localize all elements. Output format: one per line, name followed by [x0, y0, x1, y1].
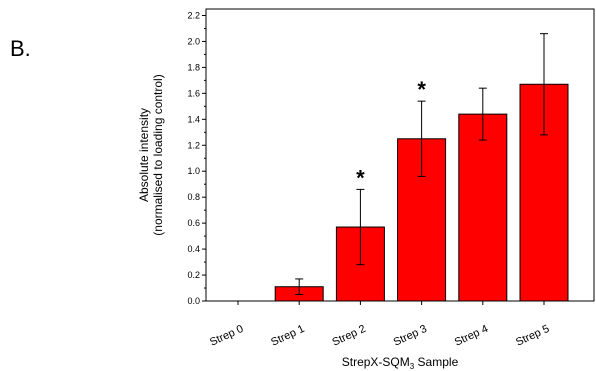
x-axis-title-rest: Sample — [414, 355, 458, 369]
x-tick-label: Strep 3 — [392, 323, 429, 349]
x-axis-title-subscript: 3 — [410, 362, 415, 371]
x-axis-title: StrepX-SQM3 Sample — [342, 355, 459, 371]
y-tick-label: 0.2 — [187, 270, 200, 280]
x-tick-label: Strep 2 — [330, 323, 367, 349]
error-bars — [295, 33, 548, 296]
x-tick-label: Strep 1 — [269, 323, 306, 349]
y-axis-title-line2: (normalised to loading control) — [151, 74, 165, 235]
x-tick-label: Strep 4 — [453, 323, 490, 349]
bar-strep-4 — [458, 113, 508, 302]
plot-frame — [205, 8, 595, 302]
y-tick-label: 1.6 — [187, 88, 200, 98]
y-tick-label: 0.8 — [187, 192, 200, 202]
x-tick-label: Strep 0 — [208, 323, 245, 349]
x-axis-labels: Strep 0 Strep 1 Strep 2 Strep 3 Strep 4 Strep… — [208, 301, 551, 349]
y-tick-label: 0.0 — [187, 296, 200, 306]
significance-markers: ** — [356, 77, 426, 190]
y-tick-label: 1.8 — [187, 62, 200, 72]
y-tick-label: 2.2 — [187, 10, 200, 20]
y-tick-label: 1.2 — [187, 140, 200, 150]
y-tick-label: 0.4 — [187, 244, 200, 254]
y-tick-label: 1.4 — [187, 114, 200, 124]
y-tick-label: 0.6 — [187, 218, 200, 228]
y-tick-label: 2.0 — [187, 36, 200, 46]
y-tick-label: 1.0 — [187, 166, 200, 176]
y-axis-title-line1: Absolute intensity — [137, 108, 151, 202]
x-tick-label: Strep 5 — [514, 323, 551, 349]
panel-label: B. — [10, 36, 31, 61]
y-axis-ticks: 0.0 0.2 0.4 0.6 0.8 1.0 1.2 1.4 1.6 1.8 2.0 2.2 — [187, 10, 206, 306]
x-axis-title-main: StrepX-SQM — [342, 355, 410, 369]
significance-star: * — [417, 77, 426, 102]
significance-star: * — [356, 165, 365, 190]
